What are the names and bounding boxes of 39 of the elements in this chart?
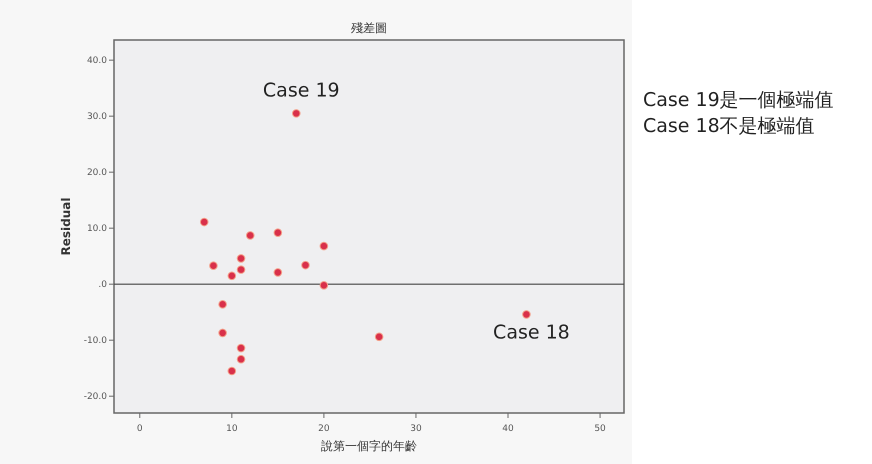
- point: [246, 231, 255, 240]
- point: [236, 265, 246, 274]
- point: [274, 268, 282, 277]
- x-tick-label: 10: [226, 424, 238, 434]
- x-axis-title: 說第一個字的年齡: [321, 439, 417, 453]
- annotation: Case 18: [493, 321, 570, 344]
- y-tick-label: -10.0: [84, 336, 108, 346]
- y-tick-label: -20.0: [84, 392, 108, 402]
- point: [320, 242, 328, 250]
- point: [301, 260, 310, 270]
- x-tick-label: 40: [502, 424, 514, 434]
- y-axis-title: Residual: [59, 198, 73, 256]
- text: Case 18不是極端值: [643, 115, 815, 137]
- y-tick-label: 10.0: [86, 224, 108, 234]
- point: [228, 366, 236, 376]
- point: [522, 310, 531, 319]
- point: [274, 228, 282, 237]
- chart-title: 殘差圖: [351, 21, 387, 35]
- point: [228, 271, 236, 280]
- y-tick-label: 30.0: [86, 112, 108, 122]
- point: [374, 332, 384, 342]
- x-tick-label: 0: [136, 424, 143, 434]
- point: [292, 109, 301, 118]
- x-tick-label: 20: [318, 424, 330, 434]
- text: Case 19是一個極端值: [643, 89, 834, 111]
- y-tick-label: 20.0: [86, 168, 108, 178]
- point: [200, 218, 209, 226]
- x-tick-label: 30: [410, 424, 422, 434]
- point: [236, 354, 246, 364]
- point: [236, 344, 246, 352]
- point: [218, 300, 227, 309]
- y-tick-label: 40.0: [86, 56, 108, 66]
- point: [209, 261, 218, 270]
- point: [320, 281, 328, 290]
- x-tick-label: 50: [594, 424, 606, 434]
- point: [218, 328, 227, 338]
- point: [236, 254, 246, 263]
- y-tick-label: .0: [98, 280, 108, 290]
- annotation: Case 19: [262, 79, 340, 102]
